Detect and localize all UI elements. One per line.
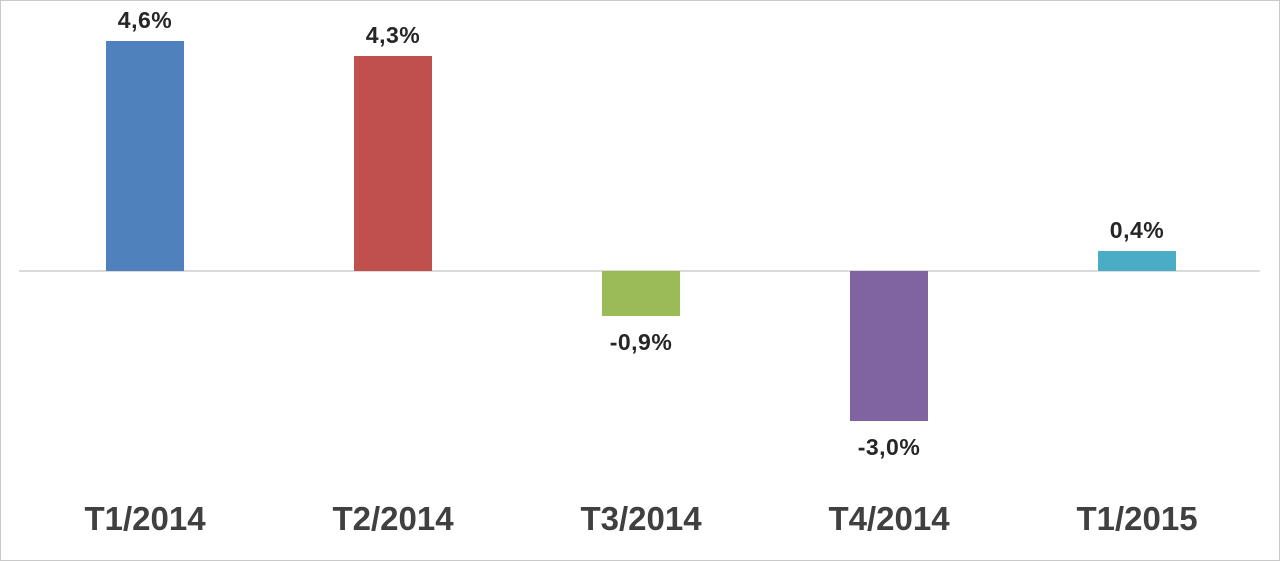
bar-value-label: 4,6% xyxy=(117,7,173,33)
x-axis-label: T1/2014 xyxy=(84,500,206,537)
x-axis-label: T4/2014 xyxy=(828,500,950,537)
bar-T2-2014 xyxy=(354,56,432,271)
bar-value-label: 0,4% xyxy=(1109,217,1165,243)
x-axis-label: T3/2014 xyxy=(580,500,702,537)
x-axis-label: T1/2015 xyxy=(1076,500,1198,537)
bar-value-label: -0,9% xyxy=(609,329,673,355)
bar-value-label: -3,0% xyxy=(857,434,921,460)
bar-T1-2015 xyxy=(1098,251,1176,271)
bar-T1-2014 xyxy=(106,41,184,271)
bar-T4-2014 xyxy=(850,271,928,421)
bar-T3-2014 xyxy=(602,271,680,316)
x-axis-label: T2/2014 xyxy=(332,500,454,537)
bar-value-label: 4,3% xyxy=(365,22,421,48)
